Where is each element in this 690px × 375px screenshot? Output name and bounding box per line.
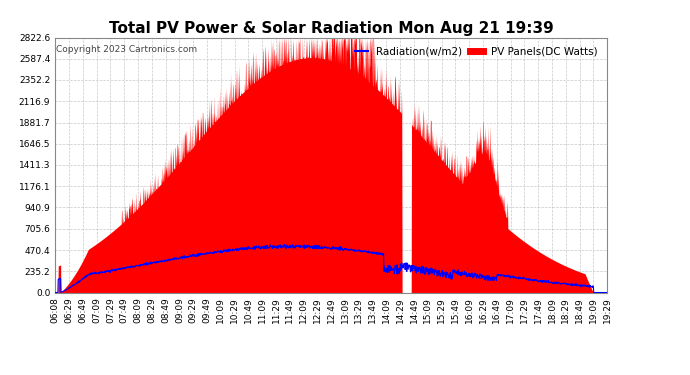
Text: Copyright 2023 Cartronics.com: Copyright 2023 Cartronics.com <box>56 45 197 54</box>
Legend: Radiation(w/m2), PV Panels(DC Watts): Radiation(w/m2), PV Panels(DC Watts) <box>351 43 602 61</box>
Title: Total PV Power & Solar Radiation Mon Aug 21 19:39: Total PV Power & Solar Radiation Mon Aug… <box>109 21 553 36</box>
